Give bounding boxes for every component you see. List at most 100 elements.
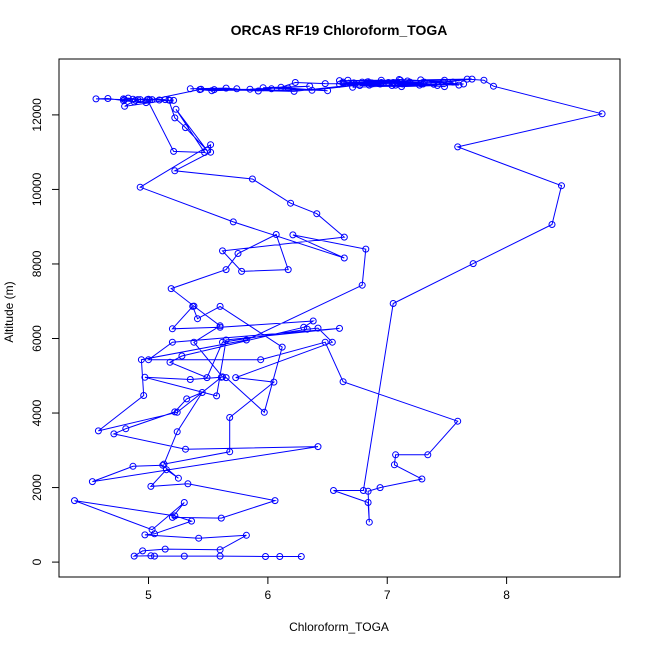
data-point xyxy=(174,474,182,482)
data-point xyxy=(184,480,192,488)
y-tick-label: 10000 xyxy=(30,172,44,206)
data-point xyxy=(289,231,297,239)
data-point xyxy=(313,210,321,218)
data-point xyxy=(182,124,189,132)
data-point xyxy=(284,266,292,274)
data-point xyxy=(219,247,226,255)
data-point xyxy=(314,443,322,451)
data-point xyxy=(324,87,332,95)
data-point xyxy=(469,260,477,268)
data-point xyxy=(308,86,316,94)
data-point xyxy=(417,80,425,88)
data-point xyxy=(339,378,347,386)
data-point xyxy=(303,325,311,333)
data-point xyxy=(161,545,169,553)
data-point xyxy=(262,553,269,560)
data-point xyxy=(195,534,203,542)
y-axis-label: Altitude (m) xyxy=(2,281,16,342)
data-point xyxy=(277,83,285,91)
data-point xyxy=(94,427,102,435)
data-point xyxy=(297,553,305,560)
data-point xyxy=(121,102,129,110)
data-point xyxy=(356,82,364,89)
data-point xyxy=(389,79,397,86)
data-point xyxy=(140,392,148,399)
data-point xyxy=(226,448,234,456)
data-point xyxy=(197,85,205,93)
data-point xyxy=(130,98,138,106)
data-point xyxy=(130,552,138,560)
data-point xyxy=(278,343,286,351)
data-point xyxy=(88,478,96,486)
x-axis-label: Chloroform_TOGA xyxy=(289,620,389,634)
data-point xyxy=(172,105,180,113)
data-point xyxy=(110,430,118,438)
data-point xyxy=(216,546,224,554)
y-tick-label: 0 xyxy=(30,558,44,565)
data-point xyxy=(151,552,158,560)
data-point xyxy=(314,324,322,332)
data-point xyxy=(364,499,372,506)
data-point xyxy=(362,245,370,253)
data-point xyxy=(186,376,194,383)
data-point xyxy=(377,79,385,86)
data-point xyxy=(168,338,176,346)
data-point xyxy=(136,183,144,191)
data-point xyxy=(232,374,240,382)
data-point xyxy=(137,356,145,364)
data-point xyxy=(180,552,188,560)
data-point xyxy=(186,85,194,93)
data-point xyxy=(246,85,254,93)
data-point xyxy=(242,531,250,539)
data-point xyxy=(167,285,175,293)
data-point xyxy=(217,514,225,522)
data-point xyxy=(558,182,565,190)
data-point xyxy=(159,461,167,469)
data-point xyxy=(180,499,188,506)
y-tick-label: 4000 xyxy=(30,399,44,426)
data-point xyxy=(396,76,404,84)
data-point xyxy=(349,83,357,91)
data-point xyxy=(598,110,606,118)
y-tick-label: 8000 xyxy=(30,250,44,277)
data-point xyxy=(291,79,299,86)
data-point xyxy=(276,553,284,560)
data-point xyxy=(309,317,317,325)
data-point xyxy=(219,338,226,346)
data-point xyxy=(226,414,234,421)
data-point xyxy=(208,87,216,95)
data-point xyxy=(268,85,275,93)
data-point xyxy=(306,82,314,90)
data-point xyxy=(418,475,426,483)
data-point xyxy=(441,76,448,84)
data-point xyxy=(217,373,225,381)
data-point xyxy=(188,517,195,525)
data-point xyxy=(340,254,348,262)
data-point xyxy=(460,80,468,88)
data-point xyxy=(173,428,181,436)
data-point xyxy=(376,484,384,492)
data-point xyxy=(168,513,176,521)
series-layer xyxy=(71,75,606,560)
data-point xyxy=(259,84,267,92)
data-point xyxy=(148,526,156,534)
plot-frame xyxy=(58,58,621,578)
data-point xyxy=(203,374,211,382)
data-point xyxy=(242,336,250,344)
data-point xyxy=(166,358,174,366)
data-point xyxy=(257,356,265,364)
x-tick-label: 7 xyxy=(384,588,391,602)
data-point xyxy=(254,87,262,95)
data-point xyxy=(178,352,186,360)
data-point xyxy=(222,84,230,92)
data-point xyxy=(201,149,209,156)
data-point xyxy=(222,336,230,344)
data-point xyxy=(190,338,198,346)
data-point xyxy=(389,300,397,307)
data-point xyxy=(147,552,155,560)
data-point xyxy=(376,80,384,88)
data-point xyxy=(203,146,211,154)
data-point xyxy=(419,80,427,88)
data-point xyxy=(168,325,176,333)
data-point xyxy=(449,78,457,86)
